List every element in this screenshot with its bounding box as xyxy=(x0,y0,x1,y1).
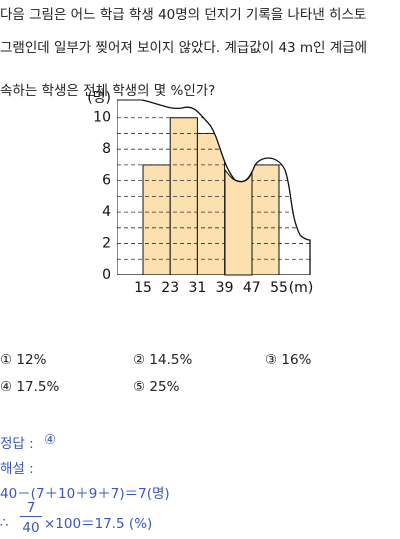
explanation-rest: ×100＝17.5 (%) xyxy=(44,516,153,532)
y-tick-label: 8 xyxy=(102,141,111,157)
x-tick-label: 47 xyxy=(243,280,261,296)
torn-bar-fill xyxy=(224,168,253,276)
bar xyxy=(142,164,171,275)
choice: ④ 17.5% xyxy=(0,379,60,395)
choice: ① 12% xyxy=(0,352,47,368)
tear-edge xyxy=(141,99,311,275)
x-tick-label: 39 xyxy=(216,280,234,296)
x-tick-label: 55 xyxy=(270,280,288,296)
answer-label: 정답 : xyxy=(0,436,34,452)
x-tick-label: 15 xyxy=(134,280,152,296)
explanation-line: 40－(7＋10＋9＋7)＝7(명) xyxy=(0,486,170,502)
problem-line: 그램인데 일부가 찢어져 보이지 않았다. 계급값이 43 m인 계급에 xyxy=(0,40,368,56)
x-axis-label: (m) xyxy=(289,280,314,296)
y-axis-label: (명) xyxy=(87,90,111,106)
denominator: 40 xyxy=(22,520,40,536)
bar xyxy=(251,164,280,275)
answer-value: ④ xyxy=(44,432,57,448)
chart: 0 2 4 6 8 10 15 23 31 39 47 55 (m) (명) xyxy=(87,90,314,296)
y-tick-label: 6 xyxy=(102,173,111,189)
x-tick-label: 23 xyxy=(161,280,179,296)
y-tick-label: 0 xyxy=(102,267,111,283)
y-tick-label: 10 xyxy=(93,110,111,126)
x-tick-label: 31 xyxy=(188,280,206,296)
therefore: ∴ xyxy=(0,515,9,531)
problem-line: 속하는 학생은 전체 학생의 몇 %인가? xyxy=(0,83,216,99)
choice: ⑤ 25% xyxy=(133,379,180,395)
choice: ② 14.5% xyxy=(133,352,193,368)
numerator: 7 xyxy=(20,500,42,517)
y-tick-label: 4 xyxy=(102,204,111,220)
explanation-label: 해설 : xyxy=(0,461,34,477)
bar xyxy=(196,132,226,275)
choice: ③ 16% xyxy=(265,352,312,368)
problem-line: 다음 그림은 어느 학급 학생 40명의 던지기 기록을 나타낸 히스토 xyxy=(0,7,367,23)
y-tick-label: 2 xyxy=(102,236,111,252)
